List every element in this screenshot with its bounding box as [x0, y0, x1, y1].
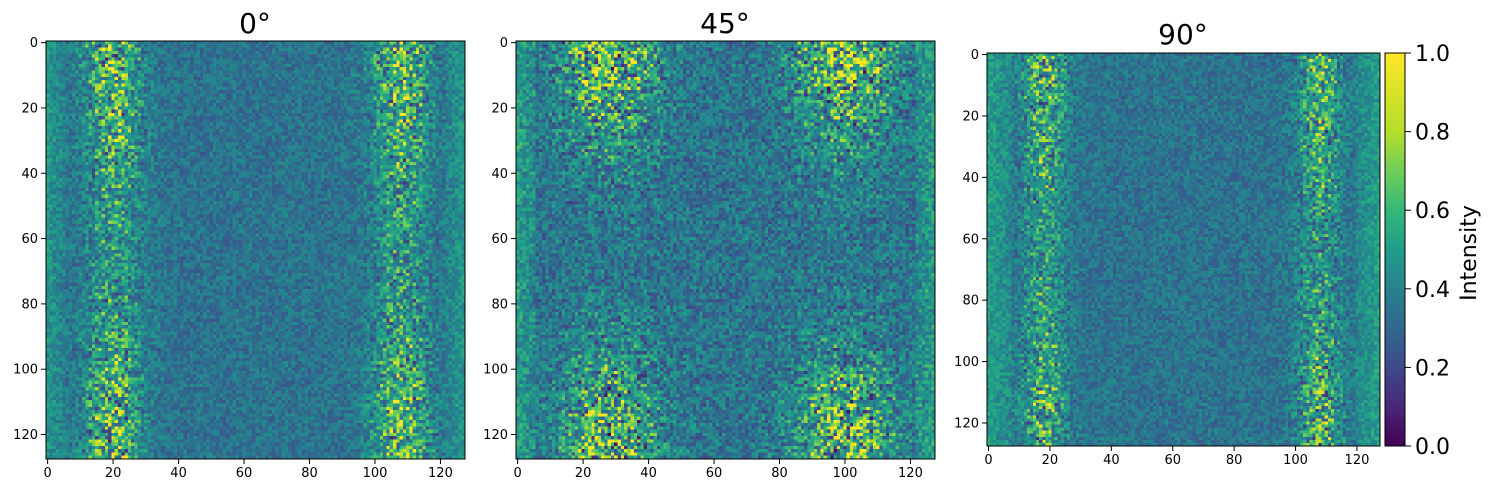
x-tick-label: 80 — [1226, 453, 1243, 468]
axes-frame-45deg — [515, 40, 936, 460]
y-tick-label: 120 — [954, 416, 979, 431]
colorbar: 0.0 0.2 0.4 0.6 0.8 1.0 Intensity — [1384, 42, 1482, 460]
x-tick-label: 100 — [363, 466, 388, 481]
panel-title-0deg: 0° — [239, 7, 271, 40]
colorbar-tick-label: 0.8 — [1415, 121, 1450, 146]
y-tick-label: 40 — [21, 167, 38, 182]
panel-title-45deg: 45° — [700, 7, 750, 40]
y-tick-label: 0 — [971, 48, 979, 63]
colorbar-gradient — [1384, 52, 1406, 447]
colorbar-tick-label: 0.0 — [1415, 435, 1450, 460]
x-tick-label: 20 — [575, 466, 592, 481]
x-tick-label: 100 — [1283, 453, 1308, 468]
x-tick-label: 60 — [236, 466, 253, 481]
y-tick-label: 0 — [30, 36, 38, 51]
y-tick-label: 60 — [21, 232, 38, 247]
colorbar-label: Intensity — [1457, 205, 1482, 301]
y-tick-label: 100 — [13, 363, 38, 378]
y-tick-label: 20 — [491, 101, 508, 116]
axes-frame-90deg — [986, 52, 1381, 447]
panel-title-90deg: 90° — [1158, 18, 1208, 51]
heatmap-45deg — [516, 41, 935, 459]
y-tick-label: 100 — [483, 363, 508, 378]
x-tick-label: 100 — [833, 466, 858, 481]
x-tick-label: 40 — [170, 466, 187, 481]
colorbar-tick-label: 0.4 — [1415, 278, 1450, 303]
x-tick-label: 60 — [706, 466, 723, 481]
x-tick-label: 80 — [771, 466, 788, 481]
x-tick-label: 80 — [301, 466, 318, 481]
y-tick-label: 20 — [21, 101, 38, 116]
x-tick-label: 60 — [1164, 453, 1181, 468]
panel-90deg: 90° 0 20 40 60 80 100 120 0 20 40 60 80 100 120 — [954, 18, 1381, 468]
x-tick-label: 40 — [640, 466, 657, 481]
ticks-90deg: 0 20 40 60 80 100 120 0 20 40 60 80 100 120 — [954, 48, 1369, 468]
x-tick-label: 0 — [513, 466, 521, 481]
heatmap-90deg — [987, 53, 1380, 446]
y-tick-label: 40 — [962, 171, 979, 186]
x-tick-label: 120 — [428, 466, 453, 481]
y-tick-label: 80 — [962, 294, 979, 309]
panel-45deg: 45° 0 20 40 60 80 100 120 0 20 40 60 80 100 120 — [483, 7, 936, 481]
colorbar-tick-label: 0.6 — [1415, 199, 1450, 224]
y-tick-label: 60 — [491, 232, 508, 247]
colorbar-tick-label: 1.0 — [1415, 42, 1450, 67]
colorbar-tick-label: 0.2 — [1415, 356, 1450, 381]
y-tick-label: 80 — [21, 297, 38, 312]
x-tick-label: 120 — [1345, 453, 1370, 468]
colorbar-ticks: 0.0 0.2 0.4 0.6 0.8 1.0 — [1405, 42, 1450, 460]
heatmap-0deg — [46, 41, 465, 459]
panel-0deg: 0° 0 20 40 60 80 100 120 0 20 40 60 80 100 120 — [13, 7, 466, 481]
x-tick-label: 0 — [43, 466, 51, 481]
y-tick-label: 120 — [13, 428, 38, 443]
y-tick-label: 80 — [491, 297, 508, 312]
x-tick-label: 120 — [898, 466, 923, 481]
ticks-45deg: 0 20 40 60 80 100 120 0 20 40 60 80 100 120 — [483, 36, 923, 481]
y-tick-label: 20 — [962, 109, 979, 124]
y-tick-label: 0 — [500, 36, 508, 51]
x-tick-label: 40 — [1103, 453, 1120, 468]
x-tick-label: 20 — [105, 466, 122, 481]
y-tick-label: 60 — [962, 232, 979, 247]
x-tick-label: 20 — [1042, 453, 1059, 468]
axes-frame-0deg — [45, 40, 466, 460]
y-tick-label: 40 — [491, 167, 508, 182]
ticks-0deg: 0 20 40 60 80 100 120 0 20 40 60 80 100 120 — [13, 36, 453, 481]
y-tick-label: 100 — [954, 355, 979, 370]
x-tick-label: 0 — [984, 453, 992, 468]
y-tick-label: 120 — [483, 428, 508, 443]
